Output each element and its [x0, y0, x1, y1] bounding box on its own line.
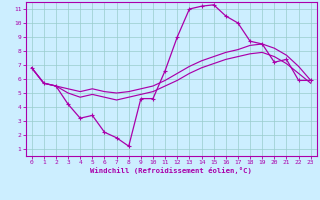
X-axis label: Windchill (Refroidissement éolien,°C): Windchill (Refroidissement éolien,°C)	[90, 167, 252, 174]
